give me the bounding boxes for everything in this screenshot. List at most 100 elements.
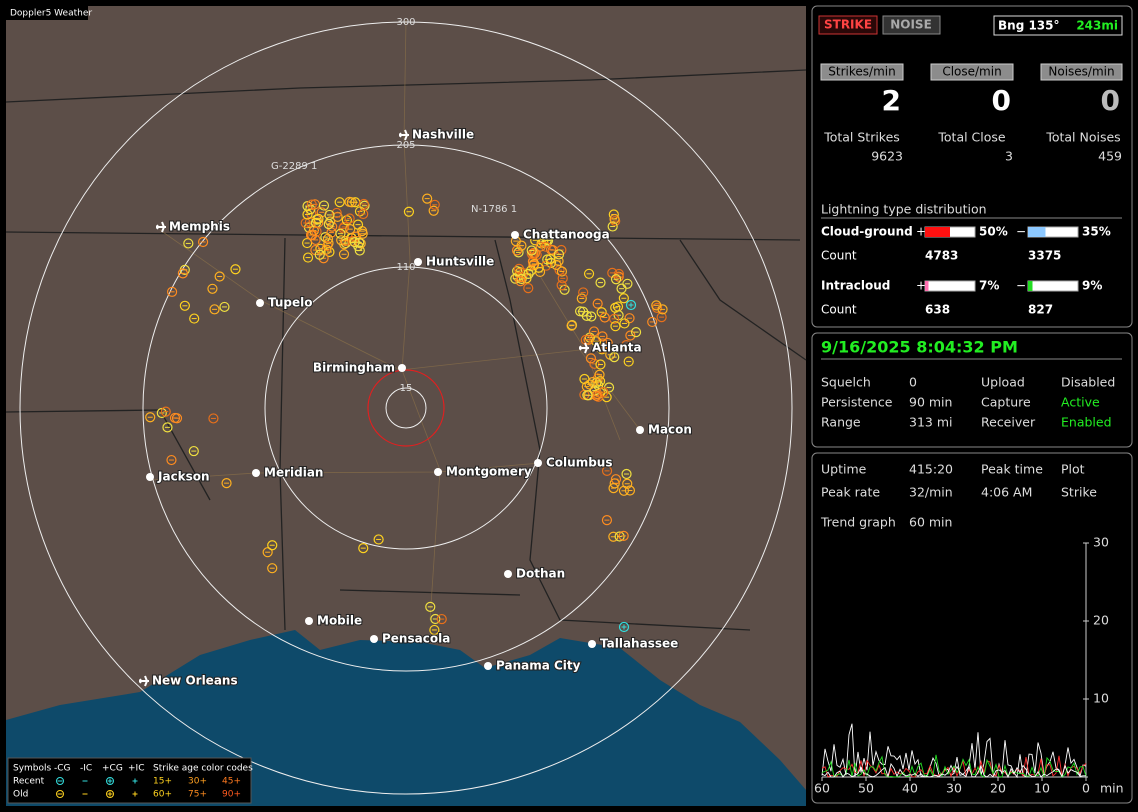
city-label: Columbus	[546, 456, 613, 470]
strike	[334, 197, 345, 208]
stat-value: 4:06 AM	[981, 485, 1032, 500]
panel-box	[811, 332, 1133, 448]
strike	[601, 392, 612, 403]
x-tick-label: 20	[990, 781, 1006, 796]
noise-toggle[interactable]	[882, 15, 941, 35]
setting-label: Receiver	[981, 415, 1036, 430]
strike-toggle[interactable]	[818, 15, 878, 35]
strike	[513, 263, 525, 275]
strike	[616, 283, 627, 294]
rate-value: 2	[882, 84, 901, 117]
setting-value: 313 mi	[909, 415, 952, 430]
strike	[542, 235, 554, 246]
strike	[166, 454, 177, 466]
city-dot	[434, 468, 442, 476]
strike	[526, 245, 537, 256]
strike	[529, 258, 540, 270]
strike	[647, 316, 658, 328]
strike	[513, 247, 524, 258]
stat-label: Peak time	[981, 462, 1043, 477]
city-label: Tupelo	[268, 296, 313, 310]
count-label: Count	[821, 249, 857, 263]
strike	[613, 268, 625, 280]
airport-icon	[399, 129, 409, 141]
stat-label: Uptime	[821, 462, 867, 477]
strike	[511, 266, 523, 277]
strike	[207, 283, 218, 294]
legend-header: Strike age color codes	[153, 764, 253, 774]
legend-age: 75+	[188, 790, 207, 800]
strike	[609, 352, 620, 363]
strike	[530, 235, 541, 246]
count: 638	[925, 303, 950, 317]
stat-label: Trend graph	[820, 515, 896, 530]
badge-bg	[6, 6, 88, 20]
city-label: Nashville	[412, 128, 474, 142]
panel-2: 9/16/2025 8:04:32 PM	[811, 332, 1133, 448]
city-label: Panama City	[496, 659, 581, 673]
strike	[624, 313, 635, 324]
strike	[528, 259, 539, 271]
x-tick-label: 50	[858, 781, 874, 796]
strike	[596, 307, 607, 318]
ring-label: 300	[396, 17, 415, 28]
legend-header: +CG	[102, 764, 123, 774]
bar	[1028, 227, 1046, 237]
strike	[373, 534, 384, 545]
percent: 9%	[1082, 279, 1102, 293]
strike	[166, 286, 178, 297]
strike	[583, 268, 595, 279]
strike	[585, 353, 597, 364]
strike	[347, 235, 358, 247]
strike	[582, 390, 593, 401]
city-dot	[534, 459, 542, 467]
strike	[302, 209, 313, 220]
strike	[625, 299, 637, 311]
trend-line	[821, 762, 1086, 779]
strike	[614, 531, 625, 542]
strike	[358, 543, 369, 554]
strike	[657, 304, 668, 315]
rate-value: 0	[1101, 84, 1120, 117]
strike	[523, 268, 534, 279]
strike	[179, 300, 190, 311]
total-label: Total Noises	[1045, 130, 1120, 145]
city-label: Memphis	[169, 220, 230, 234]
strike	[566, 320, 577, 331]
strike	[602, 337, 613, 349]
strike	[599, 312, 610, 323]
legend-age: 90+	[222, 790, 241, 800]
rate-header-label: Close/min	[942, 65, 1001, 79]
strike	[429, 199, 440, 210]
strike	[601, 515, 613, 526]
stat-value: 32/min	[909, 485, 953, 500]
strike	[556, 280, 567, 291]
strike	[230, 264, 241, 275]
strike	[267, 540, 278, 551]
count: 827	[1028, 303, 1053, 317]
strike	[610, 302, 621, 313]
strike	[422, 193, 433, 204]
type-label: Cloud-ground	[821, 225, 913, 239]
city-label: Meridian	[264, 466, 323, 480]
strike	[403, 206, 415, 217]
strike	[545, 253, 556, 265]
strike	[553, 249, 565, 260]
rate-header-label: Noises/min	[1048, 65, 1114, 79]
airport-icon	[139, 675, 149, 687]
strike	[354, 245, 365, 256]
range-rings	[19, 21, 793, 795]
bar	[925, 281, 929, 291]
strike	[623, 356, 634, 367]
city-dot	[636, 426, 644, 434]
strike	[262, 547, 273, 558]
count: 3375	[1028, 249, 1061, 263]
strike	[589, 358, 600, 369]
legend-row-label: Recent	[13, 777, 45, 787]
city-label: Birmingham	[313, 361, 395, 375]
type-label: Intracloud	[821, 279, 890, 293]
bar	[1028, 281, 1033, 291]
city-dot	[511, 231, 519, 239]
strike	[209, 304, 220, 315]
strike	[621, 468, 632, 480]
